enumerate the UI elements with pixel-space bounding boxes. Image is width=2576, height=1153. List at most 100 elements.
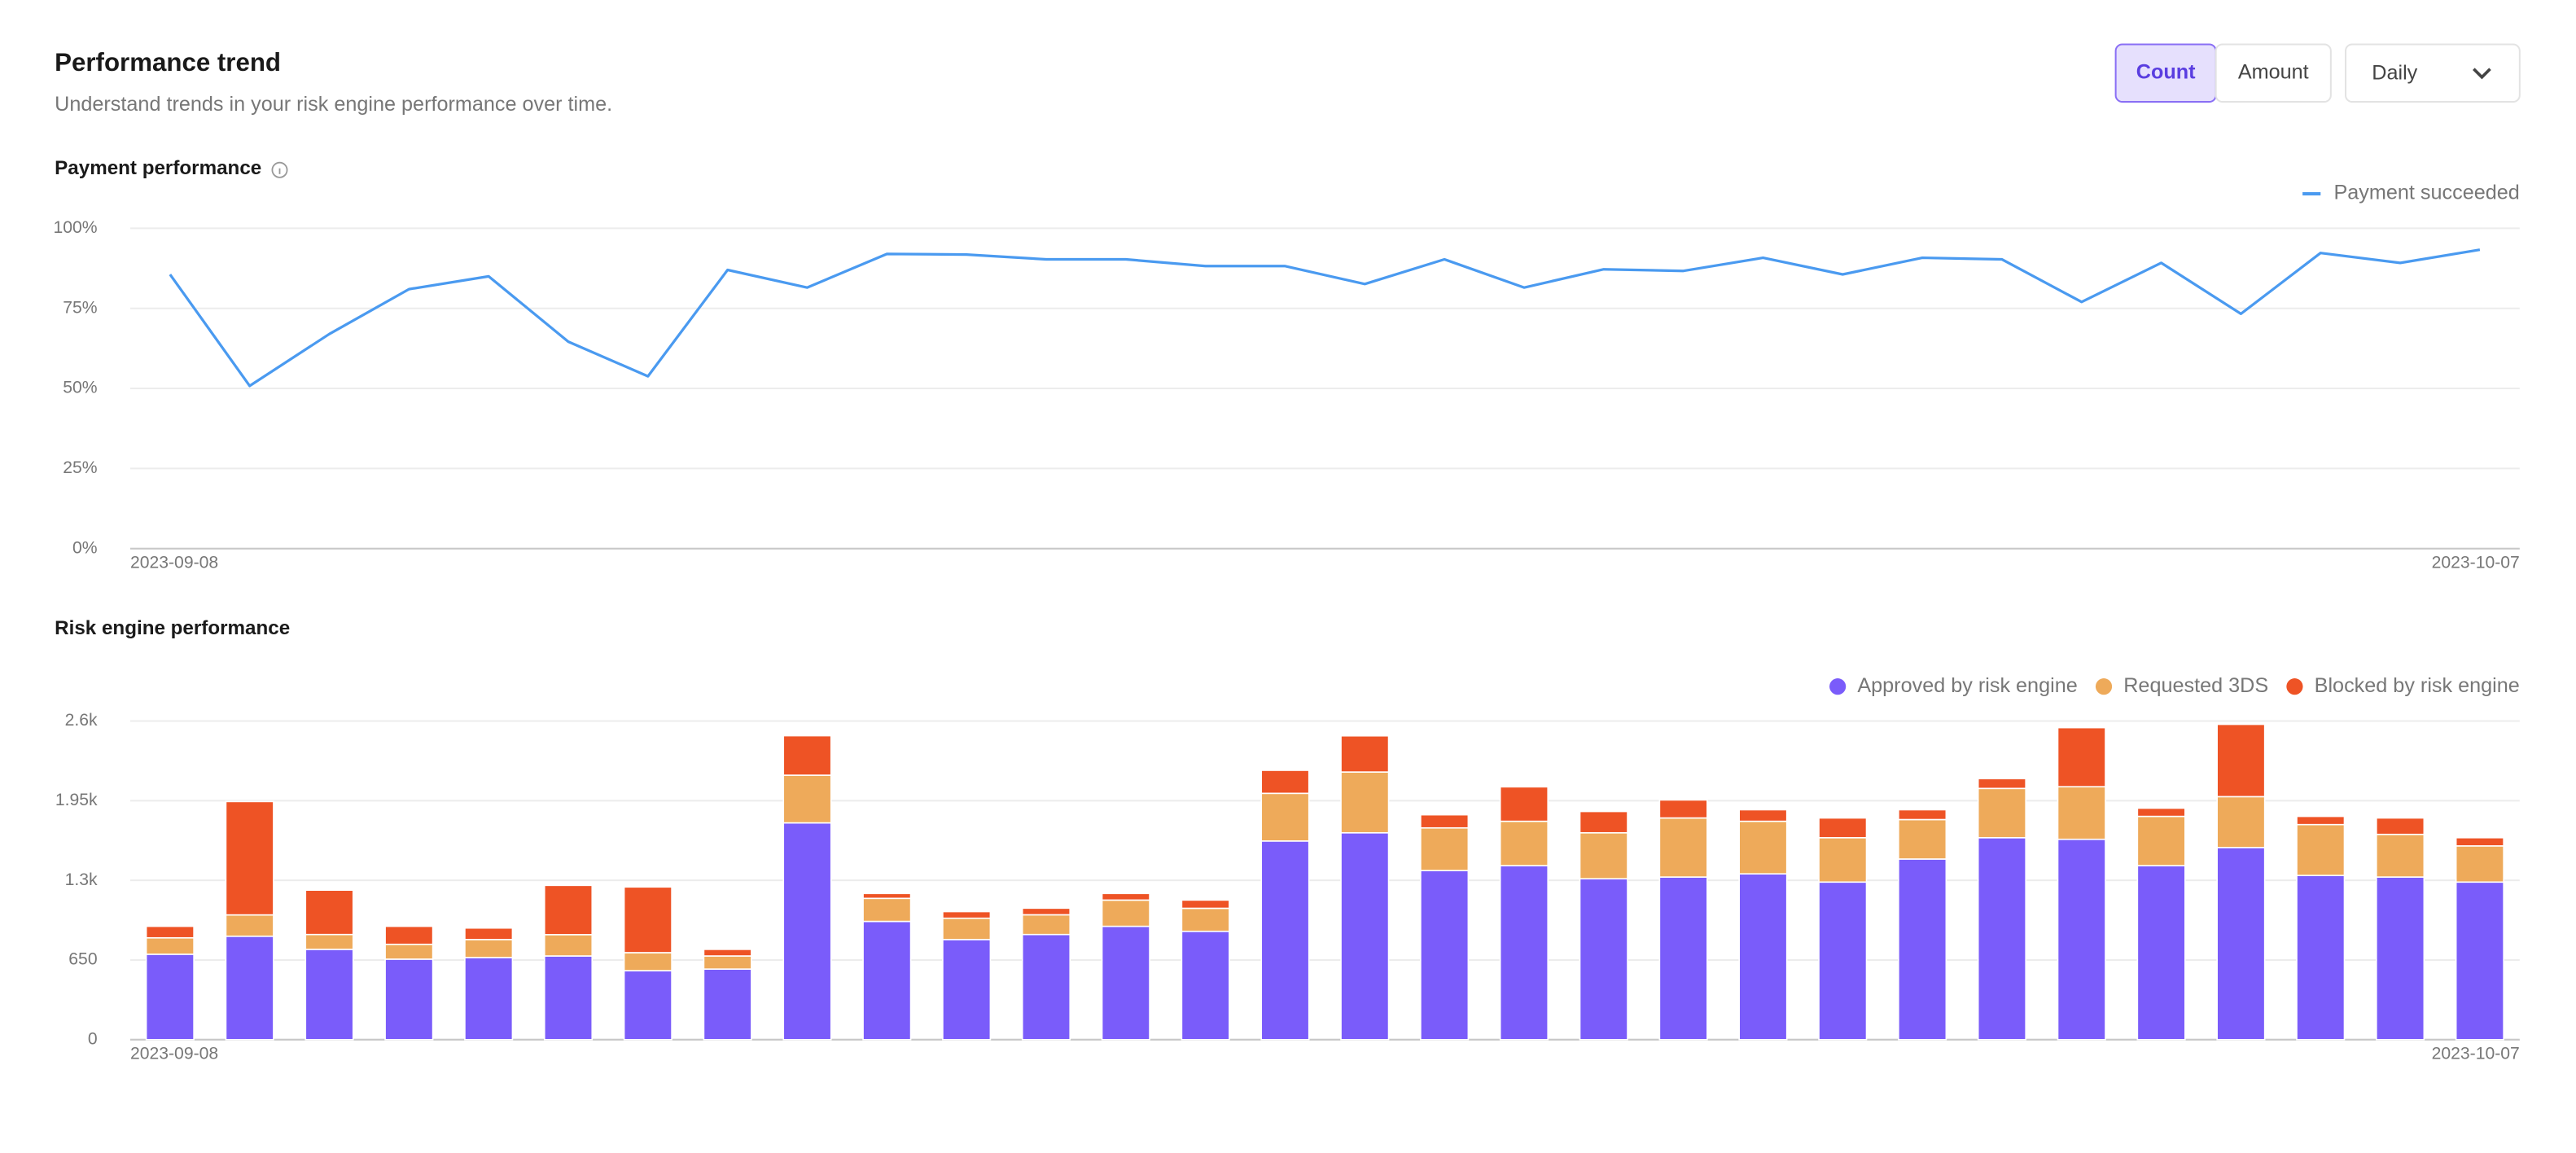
bar-segment xyxy=(942,939,992,1041)
y-tick-label: 2.6k xyxy=(65,711,98,730)
legend-label: Requested 3DS xyxy=(2123,674,2268,697)
bar-segment xyxy=(1420,813,1470,829)
bar-segment xyxy=(1340,734,1390,773)
bar-segment xyxy=(2216,723,2266,798)
bar-segment xyxy=(2455,845,2504,883)
toggle-label[interactable]: Count xyxy=(2136,60,2196,83)
y-tick-label: 100% xyxy=(53,218,97,237)
info-icon[interactable] xyxy=(271,161,288,178)
bar-segment xyxy=(703,955,752,970)
bar-segment xyxy=(1579,810,1628,834)
bar-segment xyxy=(1260,792,1310,842)
bar-segment xyxy=(225,914,274,937)
bar-segment xyxy=(2057,726,2106,787)
legend-marker xyxy=(2286,678,2303,695)
bar-segment xyxy=(1420,870,1470,1041)
y-tick-label: 0% xyxy=(72,538,98,557)
dropdown-box[interactable] xyxy=(2345,43,2521,103)
page-subtitle: Understand trends in your risk engine pe… xyxy=(55,93,612,116)
bar-segment xyxy=(1021,933,1071,1041)
bar-segment xyxy=(1738,809,1788,822)
bar-segment xyxy=(2136,815,2186,866)
bar-segment xyxy=(1818,836,1868,883)
amount-toggle[interactable]: Amount xyxy=(2215,43,2332,103)
legend-marker xyxy=(1829,678,1847,695)
bar-segment xyxy=(1101,925,1150,1041)
bar-segment xyxy=(225,800,274,916)
bar-segment xyxy=(2057,838,2106,1041)
bar-segment xyxy=(782,822,832,1041)
legend-label: Payment succeeded xyxy=(2333,182,2519,204)
x-tick-label: 2023-10-07 xyxy=(2432,553,2520,572)
bar-segment xyxy=(1021,907,1071,916)
chart-title: Risk engine performance xyxy=(55,617,290,639)
info-circle[interactable] xyxy=(271,161,288,178)
legend-marker xyxy=(2095,678,2113,695)
bar-segment xyxy=(623,886,672,954)
bar-segment xyxy=(1658,876,1708,1041)
y-tick-label: 75% xyxy=(63,298,98,317)
period-dropdown[interactable]: Daily xyxy=(2345,43,2521,103)
toggle-label[interactable]: Amount xyxy=(2238,60,2309,83)
bar-segment xyxy=(2136,807,2186,818)
x-tick-label: 2023-09-08 xyxy=(130,1045,218,1063)
data-line xyxy=(169,248,2481,388)
bar-segment xyxy=(1499,865,1549,1041)
bar-segment xyxy=(862,920,912,1041)
bar-segment xyxy=(862,892,912,900)
bar-segment xyxy=(942,917,992,940)
bar-segment xyxy=(304,933,354,950)
bar-segment xyxy=(1977,836,2026,1041)
y-tick-label: 650 xyxy=(68,950,97,969)
y-tick-label: 0 xyxy=(88,1029,98,1048)
bar-segment xyxy=(1101,899,1150,927)
bar-segment xyxy=(384,925,434,945)
bar-segment xyxy=(1579,831,1628,880)
bar-segment xyxy=(2216,796,2266,848)
bar-segment xyxy=(623,970,672,1041)
legend-label: Approved by risk engine xyxy=(1857,674,2077,697)
bar-segment xyxy=(464,957,514,1041)
bar-segment xyxy=(1340,771,1390,834)
bar-segment xyxy=(1658,817,1708,878)
bar-segment xyxy=(1101,892,1150,901)
bar-segment xyxy=(2057,786,2106,840)
bar-segment xyxy=(1181,899,1230,910)
bar-segment xyxy=(1898,809,1947,821)
y-tick-label: 1.3k xyxy=(65,870,98,889)
chevron-icon[interactable] xyxy=(2473,68,2491,80)
x-tick-label: 2023-10-07 xyxy=(2432,1045,2520,1063)
bar-segment xyxy=(464,927,514,940)
bar-segment xyxy=(1499,786,1549,822)
dropdown-label[interactable]: Daily xyxy=(2372,61,2417,84)
bar-segment xyxy=(1658,799,1708,819)
bar-segment xyxy=(703,968,752,1041)
bar-segment xyxy=(1977,778,2026,790)
bar-segment xyxy=(145,925,195,939)
legend-label: Blocked by risk engine xyxy=(2315,674,2520,697)
bar-segment xyxy=(1181,930,1230,1041)
y-tick-label: 50% xyxy=(63,379,98,397)
bar-segment xyxy=(2455,881,2504,1041)
bar-segment xyxy=(2296,875,2346,1041)
bar-segment xyxy=(1738,873,1788,1041)
bar-segment xyxy=(862,897,912,923)
bar-segment xyxy=(2296,815,2346,826)
x-tick-label: 2023-09-08 xyxy=(130,553,218,572)
count-toggle[interactable]: Count xyxy=(2114,43,2217,103)
bar-segment xyxy=(543,955,594,1041)
toggle-button[interactable] xyxy=(2215,43,2332,103)
bar-segment xyxy=(2376,833,2425,878)
bar-segment xyxy=(1021,914,1071,936)
bar-segment xyxy=(2376,876,2425,1041)
bar-segment xyxy=(1898,818,1947,860)
bar-segment xyxy=(2376,817,2425,835)
bar-segment xyxy=(543,934,594,957)
bar-segment xyxy=(1579,878,1628,1041)
bar-segment xyxy=(1499,820,1549,866)
page-title: Performance trend xyxy=(55,48,281,77)
bar-segment xyxy=(1898,858,1947,1041)
bar-segment xyxy=(1181,907,1230,932)
